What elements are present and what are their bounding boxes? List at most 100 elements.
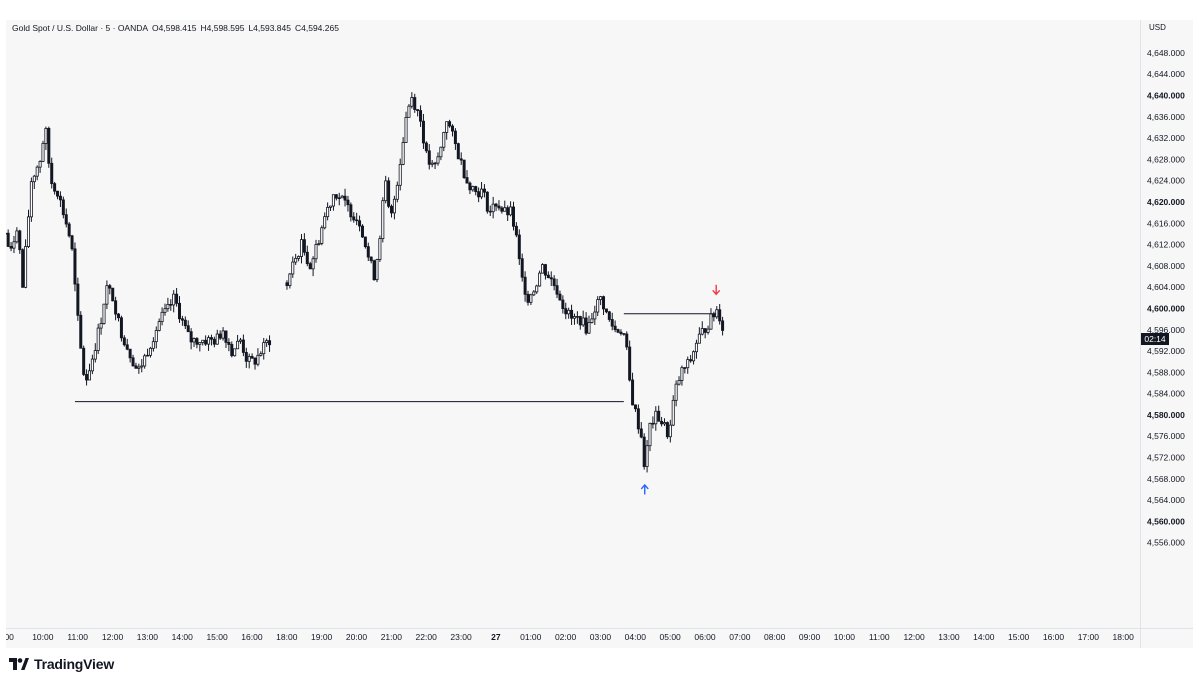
candle [602,295,606,315]
chart-canvas[interactable]: 4,648.000 4,644.000 4,640.000 4,636.000 4,63… [6,20,1193,648]
candle [358,215,362,232]
candle [9,242,13,252]
time-tick-label: 14:00 [973,632,995,642]
candle [697,327,701,344]
candle [511,201,515,231]
candle [616,328,620,334]
price-tick-label: 4,616.000 [1147,218,1185,228]
price-tick-label: 4,588.000 [1147,367,1185,377]
time-tick-label: 07:00 [729,632,751,642]
candle [218,330,222,341]
candle [146,348,150,357]
candle [38,160,42,173]
candle [122,335,126,347]
candle [474,185,478,196]
tradingview-logo[interactable]: TradingView [9,656,114,672]
candle [718,304,722,325]
candle [166,297,170,312]
price-tick-label: 4,564.000 [1147,495,1185,505]
candle [201,339,205,346]
candle [247,353,251,369]
price-tick-label: 4,644.000 [1147,69,1185,79]
candle [712,311,716,322]
candle [47,126,51,168]
horizontal-lines-group [74,313,717,403]
candle [61,196,65,219]
time-tick-label: 17:00 [1078,632,1100,642]
candle [288,273,292,289]
time-tick-label: 11:00 [869,632,890,642]
candle [494,202,498,212]
candle [360,224,364,238]
candle [572,313,576,325]
candle [378,235,382,262]
time-axis[interactable]: :00 10:00 11:00 12:00 13:00 14:00 15:00 16:00 18… [6,632,1134,642]
candle [151,337,155,352]
candle [148,346,152,358]
price-tick-label: 4,584.000 [1147,389,1185,399]
candle [70,234,74,251]
price-tick-label: 4,568.000 [1147,474,1185,484]
candle [143,353,147,369]
candle [349,202,353,222]
candle [581,310,585,327]
time-tick-label: 13:00 [938,632,960,642]
candle [352,212,356,223]
candle [334,194,338,201]
candle [523,271,527,302]
candle [317,239,321,246]
candle [265,338,269,347]
candle [692,350,696,365]
time-tick-label: 23:00 [450,632,472,642]
price-tick-label: 4,612.000 [1147,240,1185,250]
candle [363,236,367,249]
candle [401,137,405,166]
price-tick-label: 4,604.000 [1147,282,1185,292]
candle [24,239,28,289]
candle [375,258,379,283]
candle [102,303,106,325]
candle [445,121,449,140]
candle [450,124,454,137]
time-tick-label: 14:00 [172,632,194,642]
candle [299,234,303,264]
tradingview-logo-icon [9,658,29,670]
candle [570,304,574,325]
candle [433,161,437,170]
price-tick-label: 4,556.000 [1147,538,1185,548]
candle [41,140,45,162]
candle [99,317,103,335]
time-tick-label: 10:00 [834,632,856,642]
time-tick-label: 15:00 [1008,632,1030,642]
candle [593,305,597,325]
candle [157,318,161,332]
candle [631,372,635,406]
candle [50,157,54,189]
candle [491,196,495,219]
candle [613,320,617,333]
symbol-name: Gold Spot / U.S. Dollar · 5 · OANDA [12,23,149,33]
candle [58,191,62,207]
candle [134,362,138,369]
price-tick-label: 4,580.000 [1147,410,1185,420]
candle [436,152,440,166]
currency-label[interactable]: USD [1149,23,1166,32]
time-tick-label: 02:00 [555,632,577,642]
candle [633,404,637,412]
time-tick-label: 04:00 [625,632,647,642]
candle [297,255,301,262]
candle [128,348,132,363]
candle [105,280,109,310]
candle [204,335,208,346]
candle [700,321,704,336]
chart-area[interactable]: 4,648.000 4,644.000 4,640.000 4,636.000 4,63… [6,20,1193,648]
time-tick-label: 21:00 [381,632,403,642]
candle [683,366,687,374]
candle [12,235,16,254]
candle [680,365,684,386]
price-axis[interactable]: 4,648.000 4,644.000 4,640.000 4,636.000 4,63… [1147,48,1185,548]
candles-group [6,92,725,473]
candle [343,188,347,207]
candle [416,109,420,117]
time-tick-label: 20:00 [346,632,368,642]
